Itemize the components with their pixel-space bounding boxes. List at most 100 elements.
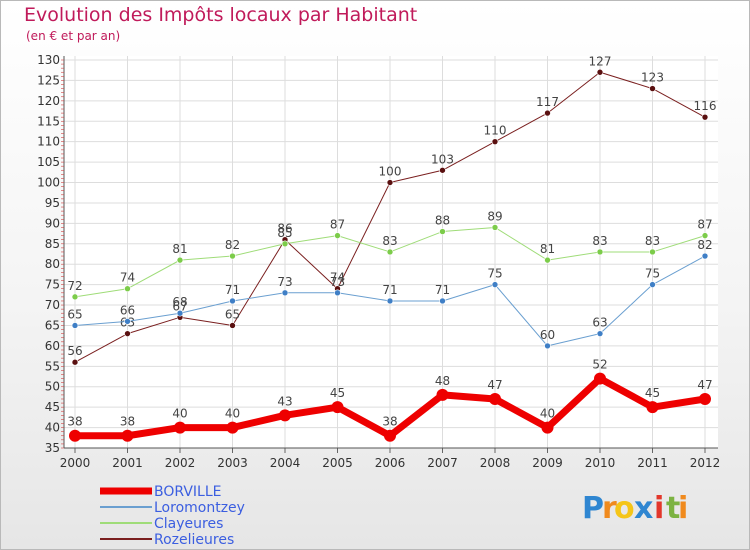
data-label: 83 [592, 234, 607, 248]
data-point [439, 297, 446, 305]
y-tick-label: 70 [45, 298, 60, 312]
logo-letter: i [654, 491, 664, 526]
data-point [121, 429, 134, 442]
data-label: 75 [487, 267, 502, 281]
data-label: 86 [277, 222, 292, 236]
y-tick-label: 110 [37, 135, 60, 149]
x-tick-label: 2009 [532, 456, 563, 470]
data-label: 110 [484, 124, 507, 138]
data-point [386, 297, 394, 305]
y-tick-label: 55 [45, 359, 60, 373]
data-point [491, 281, 499, 288]
y-tick-label: 95 [45, 196, 60, 210]
y-tick-label: 105 [37, 155, 60, 169]
data-point [701, 252, 709, 260]
data-label: 71 [382, 283, 397, 297]
chart-title: Evolution des Impôts locaux par Habitant [24, 4, 418, 26]
series-loromontzey: 65 66 68 71 73 73 71 71 75 60 63 75 82 [67, 238, 713, 350]
data-label: 81 [540, 242, 555, 256]
data-point [69, 429, 81, 442]
data-label: 65 [225, 307, 240, 321]
data-point [649, 248, 656, 256]
data-label: 52 [592, 358, 607, 372]
data-label: 117 [536, 95, 559, 109]
data-label: 45 [645, 386, 660, 400]
x-tick-label: 2006 [375, 456, 406, 470]
data-point [646, 401, 659, 414]
data-point [386, 179, 394, 186]
data-label: 75 [645, 267, 660, 281]
data-point [226, 421, 239, 434]
data-point [489, 392, 501, 405]
data-point [544, 342, 551, 350]
y-tick-label: 45 [45, 400, 60, 414]
data-label: 81 [172, 242, 187, 256]
data-label: 72 [67, 279, 82, 293]
data-label: 66 [120, 303, 135, 317]
x-tick-label: 2000 [60, 456, 91, 470]
data-label: 85 [277, 226, 292, 240]
data-label: 123 [641, 71, 664, 85]
y-tick-label: 115 [37, 114, 60, 128]
data-point [71, 322, 79, 329]
data-point [229, 322, 236, 329]
logo-letter: o [614, 491, 635, 526]
data-point [439, 228, 446, 235]
data-point [384, 429, 396, 442]
data-label: 74 [330, 271, 345, 285]
logo-letter: x [634, 491, 653, 526]
data-point [124, 285, 131, 293]
data-label: 87 [330, 218, 345, 232]
data-label: 43 [277, 394, 292, 408]
x-tick-label: 2005 [322, 456, 353, 470]
data-label: 71 [435, 283, 450, 297]
data-point [174, 421, 186, 434]
proxiti-logo: Pro x i ti [582, 491, 688, 526]
data-point [699, 392, 711, 405]
data-point [439, 166, 446, 174]
data-label: 56 [67, 344, 82, 358]
data-point [386, 248, 394, 256]
data-point [701, 113, 709, 121]
y-tick-label: 35 [45, 441, 60, 455]
data-point [596, 68, 604, 76]
logo-letter: r [602, 491, 617, 526]
legend-item-loromontzey: Loromontzey [100, 500, 245, 516]
data-label: 38 [120, 415, 135, 429]
series-rozelieures: 56 63 67 65 86 74 100 103 110 117 127 123 116 [67, 54, 716, 366]
x-tick-label: 2007 [427, 456, 458, 470]
data-point [436, 388, 449, 401]
logo-letter: P [582, 491, 604, 526]
data-point [331, 401, 344, 414]
x-tick-label: 2002 [165, 456, 196, 470]
y-tick-label: 100 [37, 176, 60, 190]
data-label: 89 [487, 209, 502, 223]
y-tick-label: 80 [45, 257, 60, 271]
data-label: 40 [540, 407, 555, 421]
data-point [491, 224, 499, 231]
data-label: 67 [172, 299, 187, 313]
y-tick-label: 90 [45, 216, 60, 230]
data-point [71, 293, 79, 301]
data-point [491, 138, 499, 145]
data-label: 87 [697, 218, 712, 232]
data-label: 40 [172, 407, 187, 421]
data-point [596, 248, 604, 256]
legend-item-rozelieures: Rozelieures [100, 532, 234, 548]
data-label: 88 [435, 214, 450, 228]
x-tick-label: 2003 [217, 456, 248, 470]
data-point [281, 289, 289, 297]
legend-label: BORVILLE [154, 484, 222, 500]
data-label: 82 [697, 238, 712, 252]
data-label: 82 [225, 238, 240, 252]
data-label: 63 [592, 316, 607, 330]
data-point [544, 256, 551, 264]
data-label: 100 [379, 165, 402, 179]
series-clayeures: 72 74 81 82 85 87 83 88 89 81 83 83 87 [67, 209, 713, 301]
data-point [281, 240, 289, 248]
x-tick-label: 2012 [690, 456, 721, 470]
y-tick-label: 60 [45, 339, 60, 353]
data-point [596, 330, 604, 337]
legend-item-borville: BORVILLE [100, 484, 222, 500]
